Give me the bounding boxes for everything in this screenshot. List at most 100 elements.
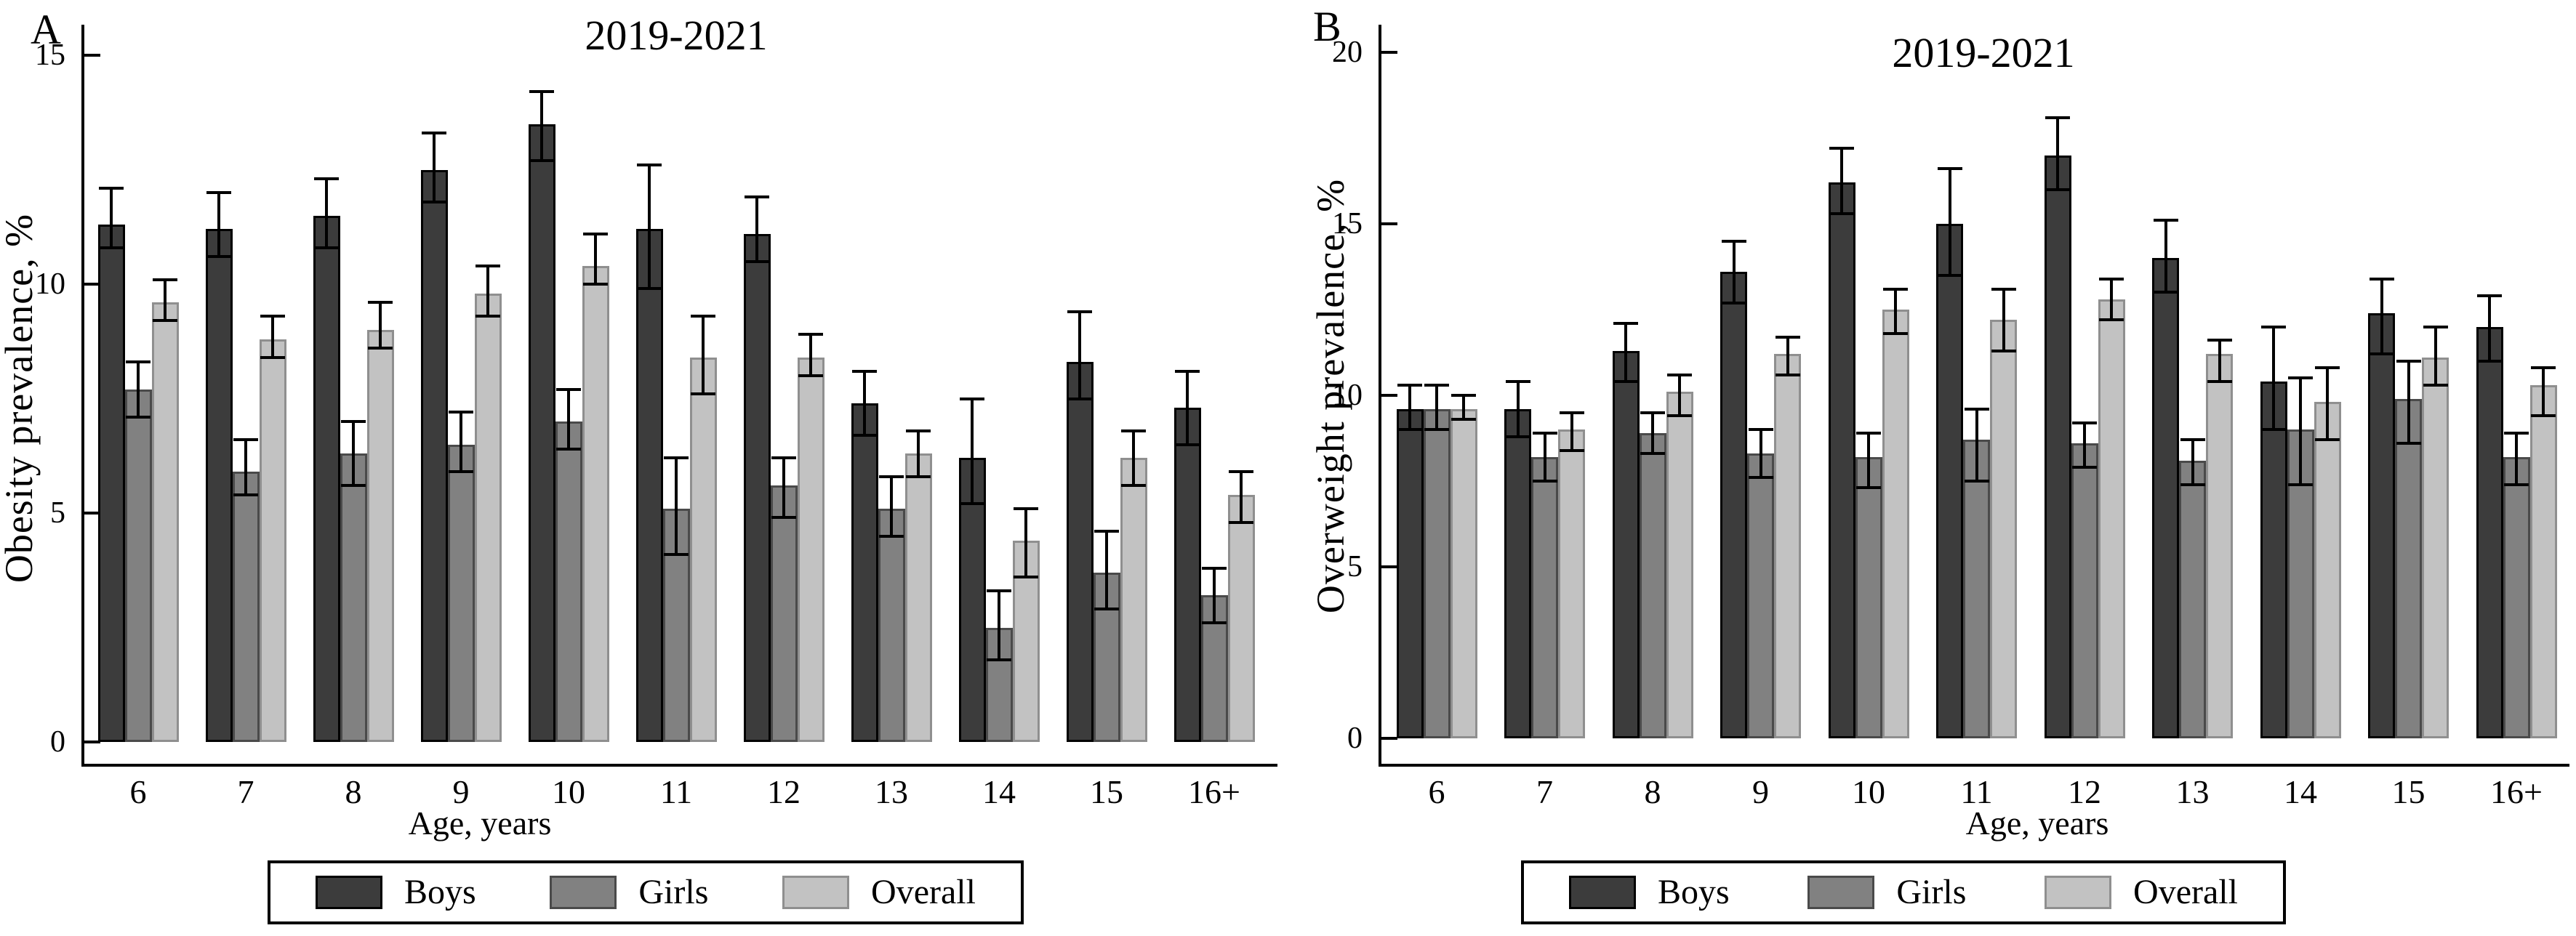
x-tick-label: 7: [1536, 773, 1553, 810]
error-bar-cap-bottom-boys-10: [1829, 211, 1854, 215]
bar-boys-14: [958, 458, 986, 742]
y-tick: [84, 512, 100, 515]
error-bar-cap-top-overall-15: [2423, 325, 2448, 328]
error-bar-cap-top-overall-9: [476, 264, 500, 267]
bar-girls-9: [447, 444, 475, 742]
y-tick: [1381, 394, 1397, 397]
error-bar-line-overall-15: [1132, 430, 1135, 486]
error-bar-line-girls-15: [2407, 360, 2410, 444]
y-tick-label: 5: [50, 496, 65, 530]
error-bar-cap-top-girls-10: [556, 387, 581, 391]
error-bar-line-overall-16+: [1240, 472, 1243, 523]
error-bar-cap-top-boys-13: [2153, 219, 2178, 222]
error-bar-cap-bottom-girls-8: [1640, 452, 1665, 456]
error-bar-cap-top-girls-6: [126, 360, 151, 364]
bar-overall-15: [2422, 358, 2449, 738]
panel-label-A: A: [31, 6, 61, 53]
error-bar-line-boys-10: [1840, 148, 1843, 214]
error-bar-cap-bottom-overall-9: [1775, 373, 1800, 376]
error-bar-cap-top-boys-16+: [1175, 369, 1200, 373]
error-bar-line-overall-10: [594, 233, 597, 284]
error-bar-cap-bottom-girls-11: [1964, 480, 1989, 483]
error-bar-cap-bottom-overall-7: [1559, 448, 1584, 452]
error-bar-cap-bottom-overall-12: [2099, 318, 2124, 322]
x-tick-label: 12: [2068, 773, 2101, 810]
error-bar-cap-top-overall-9: [1775, 335, 1800, 339]
error-bar-cap-bottom-overall-10: [583, 283, 608, 286]
error-bar-cap-bottom-girls-7: [1532, 480, 1557, 483]
error-bar-line-boys-7: [1516, 382, 1520, 437]
bar-girls-15: [2395, 398, 2422, 738]
error-bar-line-overall-14: [1024, 508, 1027, 578]
x-tick-label: 14: [982, 773, 1016, 810]
error-bar-cap-bottom-overall-6: [153, 319, 177, 323]
bar-boys-15: [2368, 312, 2395, 738]
error-bar-cap-top-girls-16+: [2504, 431, 2529, 435]
y-tick: [84, 283, 100, 286]
error-bar-line-boys-16+: [1186, 371, 1189, 445]
error-bar-cap-top-boys-12: [745, 195, 769, 199]
error-bar-cap-top-overall-10: [1883, 287, 1908, 291]
error-bar-cap-top-girls-12: [771, 456, 796, 460]
error-bar-cap-top-boys-9: [1721, 239, 1746, 243]
error-bar-cap-top-boys-14: [2261, 325, 2286, 328]
error-bar-cap-top-boys-9: [422, 132, 446, 135]
error-bar-cap-bottom-boys-8: [314, 246, 339, 249]
bar-overall-12: [2098, 299, 2125, 738]
error-bar-cap-bottom-girls-10: [556, 447, 581, 451]
y-tick: [1381, 565, 1397, 568]
error-bar-cap-bottom-girls-6: [126, 415, 151, 419]
error-bar-cap-bottom-boys-15: [2369, 352, 2394, 356]
bar-overall-12: [797, 357, 824, 742]
bar-boys-11: [1936, 224, 1963, 738]
y-tick-label: 0: [1347, 722, 1363, 755]
legend-swatch-girls: [1807, 876, 1875, 909]
y-tick: [84, 741, 100, 743]
x-tick-label: 10: [552, 773, 585, 810]
error-bar-cap-bottom-girls-12: [2072, 466, 2097, 469]
error-bar-line-overall-10: [1894, 289, 1897, 334]
error-bar-cap-bottom-boys-16+: [1175, 443, 1200, 446]
bar-overall-6: [1450, 408, 1477, 738]
error-bar-cap-bottom-boys-16+: [2477, 359, 2502, 363]
error-bar-line-girls-10: [1867, 432, 1870, 488]
error-bar-line-girls-11: [1975, 408, 1978, 481]
error-bar-cap-top-girls-6: [1424, 383, 1449, 387]
error-bar-cap-top-overall-13: [906, 429, 931, 432]
error-bar-cap-bottom-boys-8: [1613, 380, 1638, 384]
y-tick: [84, 54, 100, 57]
error-bar-line-overall-12: [2110, 278, 2113, 320]
bar-overall-14: [1012, 540, 1040, 742]
bar-overall-9: [1774, 354, 1801, 738]
error-bar-cap-top-overall-11: [1991, 287, 2016, 291]
error-bar-cap-top-girls-7: [1532, 431, 1557, 435]
x-tick-label: 15: [1090, 773, 1123, 810]
bar-boys-13: [851, 403, 878, 742]
error-bar-cap-top-boys-13: [852, 369, 877, 373]
error-bar-cap-top-girls-9: [449, 411, 473, 414]
error-bar-cap-bottom-overall-15: [2423, 383, 2448, 387]
error-bar-cap-bottom-overall-15: [1121, 484, 1146, 488]
bar-overall-14: [2314, 402, 2341, 738]
error-bar-line-boys-14: [2272, 326, 2275, 430]
error-bar-line-overall-8: [1678, 374, 1681, 416]
error-bar-line-overall-14: [2326, 368, 2329, 440]
error-bar-cap-top-boys-6: [1397, 383, 1422, 387]
error-bar-cap-bottom-overall-13: [906, 475, 931, 478]
x-tick-label: 10: [1852, 773, 1885, 810]
error-bar-cap-bottom-girls-7: [233, 493, 258, 496]
error-bar-cap-top-overall-14: [1014, 507, 1038, 510]
bar-girls-8: [340, 453, 367, 742]
error-bar-line-boys-12: [755, 197, 758, 262]
x-tick-label: 9: [452, 773, 470, 810]
legend-item-overall: Overall: [782, 875, 976, 910]
panel-A: A 2019-2021 Obesity prevalence, % 0 5 10 15…: [0, 6, 1277, 924]
bar-boys-10: [1828, 182, 1855, 738]
legend-B: Boys Girls Overall: [1521, 860, 2286, 924]
error-bar-cap-bottom-overall-12: [798, 374, 823, 377]
bar-overall-6: [151, 302, 179, 742]
error-bar-line-overall-12: [809, 334, 812, 376]
error-bar-cap-top-boys-14: [960, 397, 984, 400]
plot-area-B: 0 5 10 15 20 6 7 8 9 10 11 12 13 14 15 16+: [1288, 0, 2576, 936]
error-bar-cap-top-boys-15: [1067, 310, 1092, 313]
